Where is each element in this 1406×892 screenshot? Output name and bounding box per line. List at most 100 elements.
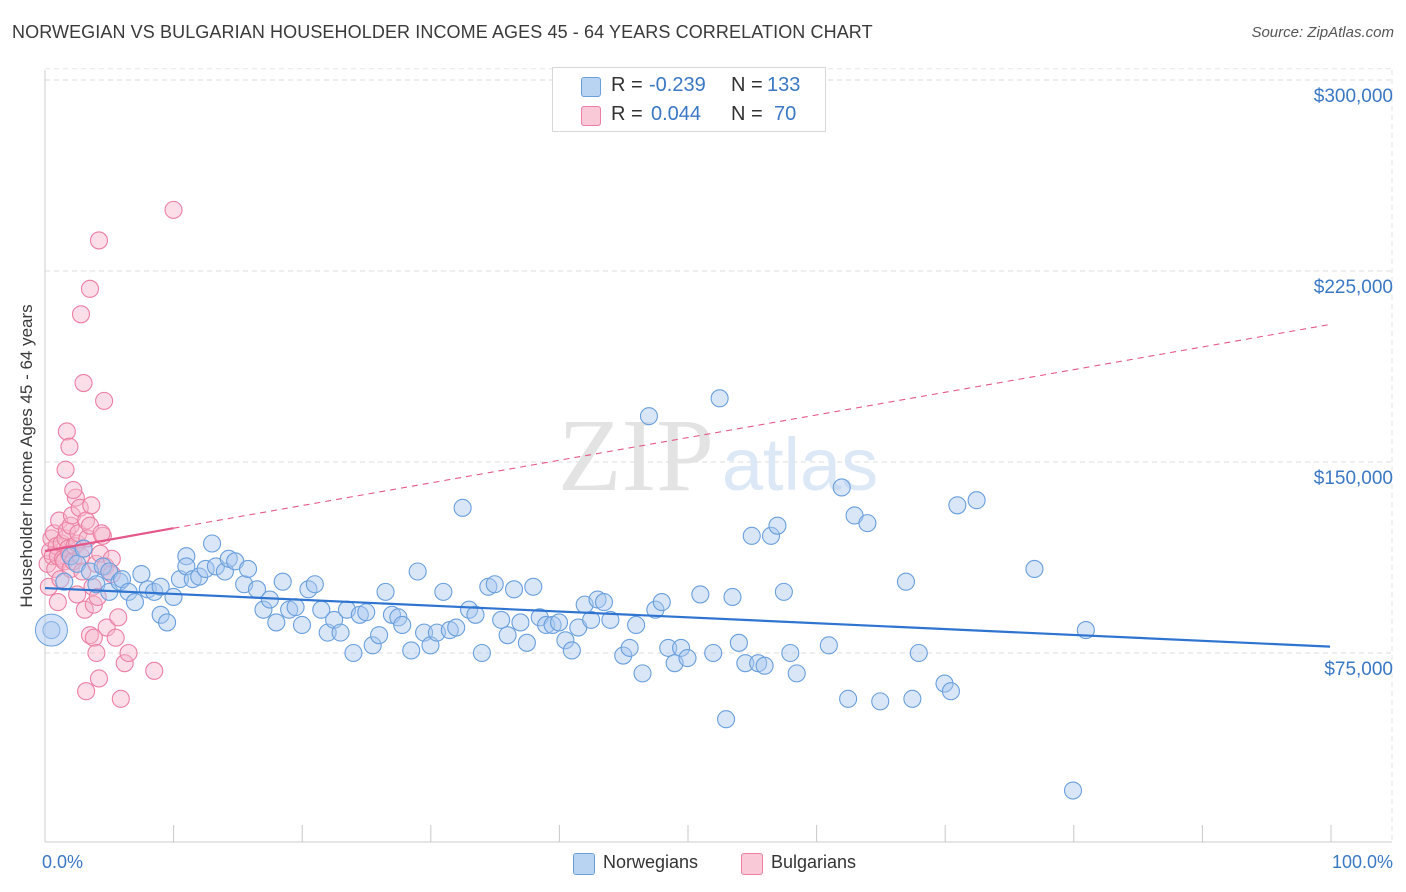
norwegian-point bbox=[755, 656, 774, 675]
norwegian-point bbox=[723, 587, 742, 607]
legend-n-label: N = bbox=[731, 74, 763, 96]
norwegian-point bbox=[177, 547, 196, 566]
norwegian-point bbox=[151, 577, 170, 596]
source-label: Source: ZipAtlas.com bbox=[1251, 24, 1394, 41]
legend-row-norwegians: R = -0.239 N = 133 bbox=[553, 71, 825, 101]
norwegian-point bbox=[935, 674, 954, 693]
norwegian-point bbox=[691, 585, 710, 604]
norwegian-point bbox=[549, 613, 569, 632]
bulgarian-point bbox=[109, 608, 128, 627]
norwegian-point bbox=[196, 559, 215, 579]
bulgarian-point bbox=[111, 689, 130, 708]
bulgarian-point bbox=[80, 279, 100, 298]
norwegian-point bbox=[967, 491, 986, 510]
bulgarian-legend-label: Bulgarians bbox=[771, 852, 857, 872]
norwegian-point bbox=[729, 633, 748, 652]
watermark-atlas: atlas bbox=[722, 423, 878, 506]
norwegian-point bbox=[627, 615, 646, 635]
norwegian-point bbox=[190, 567, 209, 586]
legend-r-label: R = bbox=[611, 103, 643, 125]
legend-n-label: N = bbox=[731, 103, 763, 125]
bulgarian-point bbox=[97, 618, 116, 637]
x-tick-max: 100.0% bbox=[1331, 852, 1393, 872]
bulgarian-point bbox=[71, 305, 91, 324]
norwegian-point bbox=[659, 638, 678, 657]
norwegian-point bbox=[511, 613, 530, 632]
norwegian-point bbox=[408, 562, 427, 581]
norwegian-point bbox=[363, 636, 382, 655]
norwegian-point bbox=[517, 633, 536, 652]
bulgarian-point bbox=[56, 460, 75, 479]
norwegian-point-large bbox=[34, 613, 68, 647]
norwegian-point bbox=[286, 598, 305, 617]
bulgarian-point bbox=[75, 600, 94, 619]
bulgarian-points bbox=[38, 200, 183, 708]
norwegian-point bbox=[781, 643, 800, 663]
norwegian-point bbox=[742, 526, 761, 545]
bulgarian-swatch bbox=[581, 106, 601, 126]
norwegian-point bbox=[774, 582, 793, 601]
y-tick-225000: $225,000 bbox=[1313, 277, 1393, 298]
norwegian-point bbox=[504, 580, 524, 599]
bulgarian-point bbox=[119, 643, 138, 663]
bulgarian-point bbox=[89, 669, 109, 688]
norwegian-point bbox=[466, 605, 485, 624]
trend-lines bbox=[44, 323, 1331, 648]
norwegian-point bbox=[472, 643, 491, 663]
legend-r-value: -0.239 bbox=[649, 74, 706, 96]
y-tick-150000: $150,000 bbox=[1313, 468, 1393, 489]
norwegian-point bbox=[639, 407, 659, 426]
bulgarian-trend-dashed bbox=[173, 323, 1331, 529]
norwegian-point bbox=[55, 572, 74, 591]
legend-r-value: 0.044 bbox=[651, 103, 702, 125]
bulgarian-legend-swatch bbox=[741, 853, 763, 875]
norwegian-point bbox=[903, 689, 922, 708]
chart-title: NORWEGIAN VS BULGARIAN HOUSEHOLDER INCOM… bbox=[12, 22, 873, 42]
norwegian-point bbox=[761, 526, 781, 545]
norwegian-point bbox=[768, 516, 787, 535]
norwegian-point bbox=[633, 664, 652, 683]
norwegian-point bbox=[582, 610, 601, 629]
bulgarian-point bbox=[106, 628, 125, 647]
norwegian-point bbox=[370, 626, 389, 645]
norwegian-point bbox=[839, 689, 858, 708]
norwegian-point bbox=[736, 654, 755, 673]
norwegian-point bbox=[678, 649, 697, 668]
norwegian-point bbox=[832, 478, 851, 497]
norwegian-point bbox=[357, 603, 376, 622]
norwegian-point bbox=[453, 498, 472, 517]
y-tick-75000: $75,000 bbox=[1324, 659, 1393, 680]
norwegian-point bbox=[132, 565, 151, 584]
bulgarian-point bbox=[145, 661, 164, 680]
norwegian-point bbox=[562, 641, 581, 660]
norwegian-point bbox=[125, 593, 144, 612]
norwegian-point bbox=[620, 638, 639, 657]
legend-r-label: R = bbox=[611, 74, 643, 96]
bulgarian-point bbox=[84, 628, 103, 647]
bulgarian-point bbox=[74, 374, 93, 393]
norwegian-point bbox=[402, 641, 421, 660]
norwegian-point bbox=[710, 389, 729, 408]
bulgarian-trend-solid bbox=[44, 527, 174, 553]
norwegian-point bbox=[787, 664, 806, 683]
norwegian-point bbox=[305, 575, 324, 594]
norwegian-point bbox=[376, 582, 395, 601]
norwegian-point bbox=[601, 610, 620, 629]
bulgarian-point bbox=[62, 506, 82, 525]
bulgarian-point bbox=[87, 643, 106, 663]
norwegian-point bbox=[344, 643, 363, 663]
bulgarian-point bbox=[77, 682, 96, 701]
norwegian-point bbox=[254, 600, 273, 619]
norwegian-point bbox=[393, 615, 412, 635]
norwegian-point bbox=[858, 514, 877, 533]
norwegian-point bbox=[1063, 781, 1083, 800]
bulgarian-point bbox=[95, 391, 114, 410]
norwegian-point bbox=[492, 610, 511, 629]
norwegian-point bbox=[672, 638, 691, 657]
bulgarian-point bbox=[60, 437, 79, 456]
norwegian-point bbox=[646, 600, 665, 619]
norwegian-point bbox=[716, 710, 736, 729]
bulgarian-point bbox=[82, 496, 101, 515]
norwegian-point bbox=[238, 559, 258, 579]
bulgarian-point bbox=[48, 593, 67, 612]
